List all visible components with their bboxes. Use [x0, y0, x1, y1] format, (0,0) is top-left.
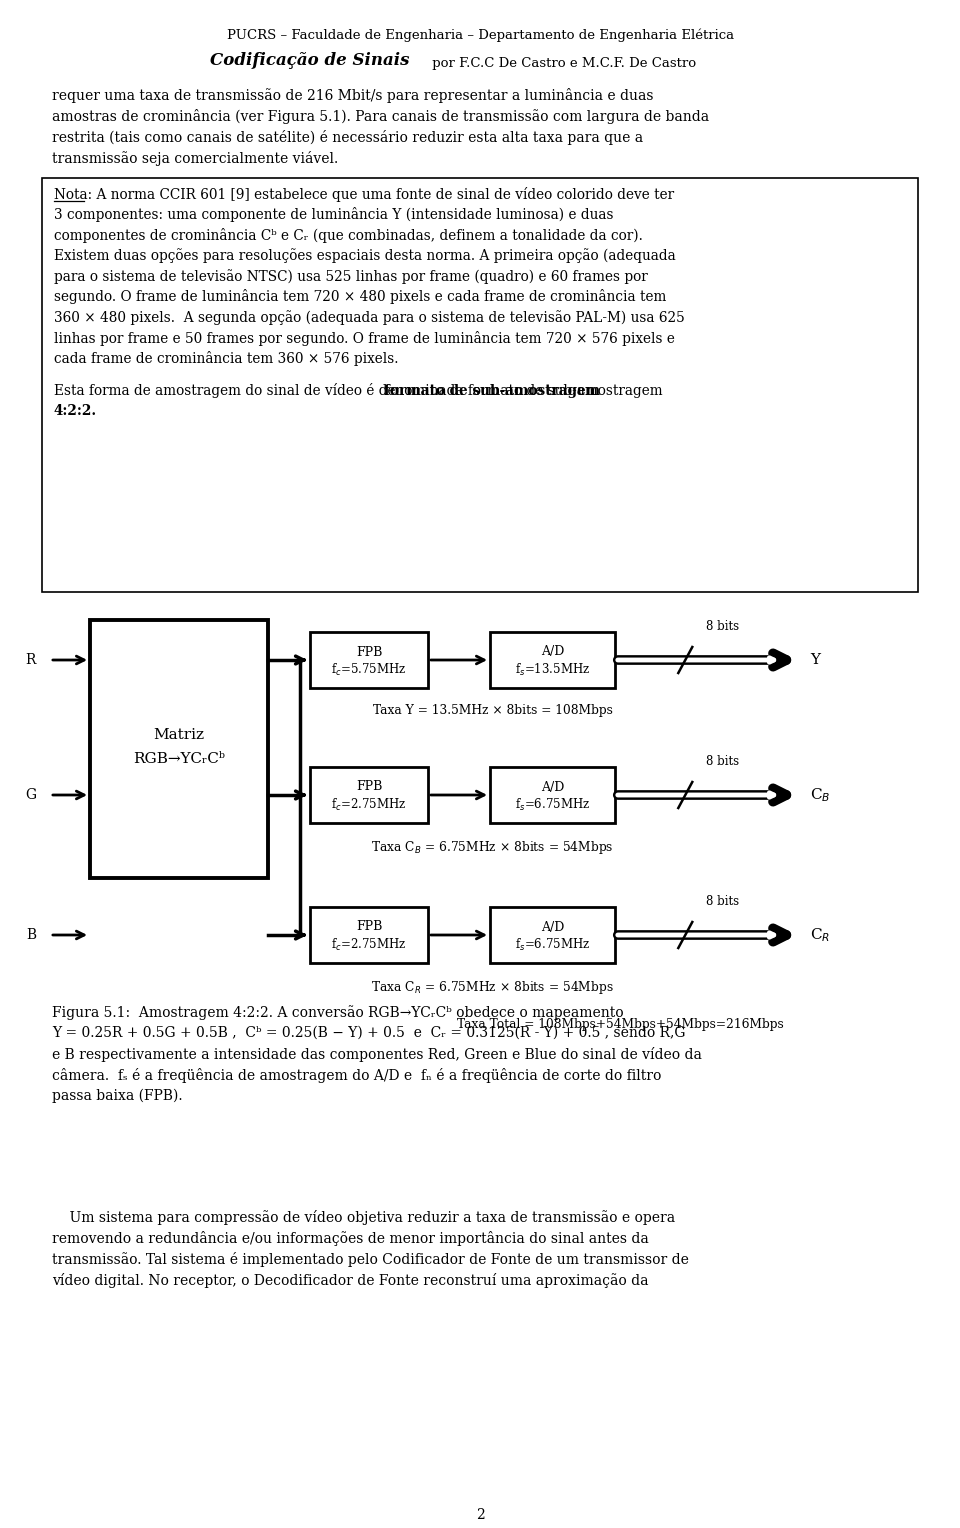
Text: Esta forma de amostragem do sinal de vídeo é denominada formato de sub-amostrage: Esta forma de amostragem do sinal de víd… [54, 384, 662, 399]
Text: segundo. O frame de luminância tem 720 × 480 pixels e cada frame de crominância : segundo. O frame de luminância tem 720 ×… [54, 289, 666, 304]
Text: FPB: FPB [356, 645, 382, 659]
Text: removendo a redundância e/ou informações de menor importância do sinal antes da: removendo a redundância e/ou informações… [52, 1232, 649, 1245]
Text: f$_c$=2.75MHz: f$_c$=2.75MHz [331, 798, 407, 813]
Text: f$_c$=5.75MHz: f$_c$=5.75MHz [331, 662, 407, 678]
Text: câmera.  fₛ é a freqüência de amostragem do A/D e  fₙ é a freqüência de corte do: câmera. fₛ é a freqüência de amostragem … [52, 1068, 661, 1083]
Bar [490, 908, 615, 963]
Text: G: G [25, 788, 36, 802]
Text: FPB: FPB [356, 781, 382, 793]
Text: Taxa C$_B$ = 6.75MHz × 8bits = 54Mbps: Taxa C$_B$ = 6.75MHz × 8bits = 54Mbps [372, 839, 613, 856]
Text: Figura 5.1:  Amostragem 4:2:2. A conversão RGB→YCᵣCᵇ obedece o mapeamento: Figura 5.1: Amostragem 4:2:2. A conversã… [52, 1005, 624, 1019]
Text: f$_s$=13.5MHz: f$_s$=13.5MHz [515, 662, 590, 678]
Text: formato de sub-amostragem: formato de sub-amostragem [384, 384, 600, 397]
Text: C$_R$: C$_R$ [810, 926, 830, 944]
Text: Matriz: Matriz [154, 727, 204, 743]
Bar [490, 767, 615, 824]
Text: RGB→YCᵣCᵇ: RGB→YCᵣCᵇ [133, 752, 225, 766]
Text: Taxa C$_R$ = 6.75MHz × 8bits = 54Mbps: Taxa C$_R$ = 6.75MHz × 8bits = 54Mbps [372, 979, 613, 996]
Text: f$_s$=6.75MHz: f$_s$=6.75MHz [515, 798, 590, 813]
Text: Y = 0.25R + 0.5G + 0.5B ,  Cᵇ = 0.25(B − Y) + 0.5  e  Cᵣ = 0.3125(R - Y) + 0.5 ,: Y = 0.25R + 0.5G + 0.5B , Cᵇ = 0.25(B − … [52, 1025, 685, 1041]
Text: 8 bits: 8 bits [706, 895, 739, 908]
Text: Nota: A norma CCIR 601 [9] estabelece que uma fonte de sinal de vídeo colorido d: Nota: A norma CCIR 601 [9] estabelece qu… [54, 186, 674, 202]
Text: requer uma taxa de transmissão de 216 Mbit/s para representar a luminância e dua: requer uma taxa de transmissão de 216 Mb… [52, 89, 654, 102]
Text: para o sistema de televisão NTSC) usa 525 linhas por frame (quadro) e 60 frames : para o sistema de televisão NTSC) usa 52… [54, 269, 648, 284]
Text: 360 × 480 pixels.  A segunda opção (adequada para o sistema de televisão PAL-M) : 360 × 480 pixels. A segunda opção (adequ… [54, 310, 684, 325]
Text: C$_B$: C$_B$ [810, 785, 830, 804]
Text: 8 bits: 8 bits [706, 620, 739, 633]
Bar [90, 620, 268, 879]
Text: Taxa Total = 108Mbps+54Mbps+54Mbps=216Mbps: Taxa Total = 108Mbps+54Mbps+54Mbps=216Mb… [457, 1018, 783, 1031]
Text: f$_s$=6.75MHz: f$_s$=6.75MHz [515, 937, 590, 953]
Text: e B respectivamente a intensidade das componentes Red, Green e Blue do sinal de : e B respectivamente a intensidade das co… [52, 1047, 702, 1062]
Text: restrita (tais como canais de satélite) é necessário reduzir esta alta taxa para: restrita (tais como canais de satélite) … [52, 130, 643, 145]
Text: 2: 2 [475, 1508, 485, 1522]
Text: A/D: A/D [540, 920, 564, 934]
Text: Existem duas opções para resoluções espaciais desta norma. A primeira opção (ade: Existem duas opções para resoluções espa… [54, 249, 676, 263]
Text: cada frame de crominância tem 360 × 576 pixels.: cada frame de crominância tem 360 × 576 … [54, 351, 398, 367]
Text: 8 bits: 8 bits [706, 755, 739, 769]
Text: A/D: A/D [540, 781, 564, 793]
Text: PUCRS – Faculdade de Engenharia – Departamento de Engenharia Elétrica: PUCRS – Faculdade de Engenharia – Depart… [228, 28, 734, 41]
Text: componentes de crominância Cᵇ e Cᵣ (que combinadas, definem a tonalidade da cor): componentes de crominância Cᵇ e Cᵣ (que … [54, 228, 643, 243]
Bar [310, 767, 428, 824]
Text: por F.C.C De Castro e M.C.F. De Castro: por F.C.C De Castro e M.C.F. De Castro [428, 57, 696, 70]
Text: Taxa Y = 13.5MHz × 8bits = 108Mbps: Taxa Y = 13.5MHz × 8bits = 108Mbps [372, 704, 612, 717]
Text: Um sistema para compressão de vídeo objetiva reduzir a taxa de transmissão e ope: Um sistema para compressão de vídeo obje… [52, 1210, 675, 1225]
Text: amostras de crominância (ver Figura 5.1). Para canais de transmissão com largura: amostras de crominância (ver Figura 5.1)… [52, 108, 709, 124]
Bar [42, 177, 918, 591]
Text: vídeo digital. No receptor, o Decodificador de Fonte reconstruí uma aproximação : vídeo digital. No receptor, o Decodifica… [52, 1273, 649, 1288]
Text: A/D: A/D [540, 645, 564, 659]
Text: linhas por frame e 50 frames por segundo. O frame de luminância tem 720 × 576 pi: linhas por frame e 50 frames por segundo… [54, 330, 675, 345]
Bar [310, 633, 428, 688]
Text: passa baixa (FPB).: passa baixa (FPB). [52, 1089, 182, 1103]
Text: R: R [26, 652, 36, 668]
Text: transmissão seja comercialmente viável.: transmissão seja comercialmente viável. [52, 151, 338, 167]
Text: f$_c$=2.75MHz: f$_c$=2.75MHz [331, 937, 407, 953]
Bar [310, 908, 428, 963]
Text: transmissão. Tal sistema é implementado pelo Codificador de Fonte de um transmis: transmissão. Tal sistema é implementado … [52, 1251, 689, 1267]
Text: 4:2:2.: 4:2:2. [54, 403, 97, 419]
Text: B: B [26, 927, 36, 941]
Text: Y: Y [810, 652, 820, 668]
Bar [490, 633, 615, 688]
Text: FPB: FPB [356, 920, 382, 934]
Text: 3 componentes: uma componente de luminância Y (intensidade luminosa) e duas: 3 componentes: uma componente de luminân… [54, 208, 613, 223]
Text: Codificação de Sinais: Codificação de Sinais [210, 52, 410, 69]
